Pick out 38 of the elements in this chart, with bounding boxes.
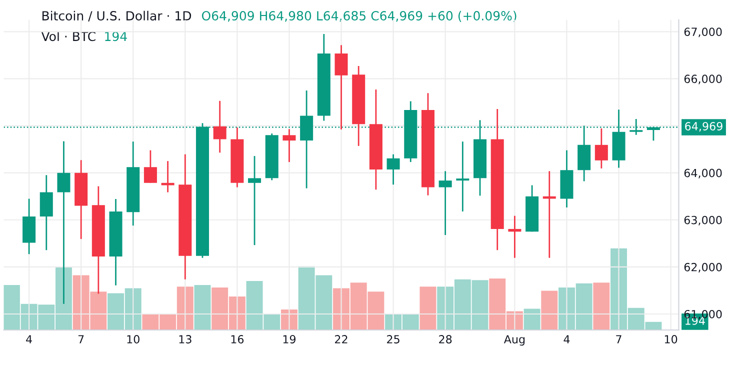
candlestick [248,155,262,246]
bar [593,282,610,330]
x-tick-label: 28 [439,335,452,344]
x-tick-label: 7 [616,335,622,344]
bar [541,290,558,330]
x-tick-label: 19 [283,335,296,344]
x-tick-label: 4 [26,335,32,344]
bar [420,286,436,330]
y-tick-label: 64,000 [684,168,722,178]
candlestick [438,170,452,236]
x-tick-label: 4 [564,335,570,344]
x-tick-label: 7 [78,335,84,344]
x-tick-label: 25 [387,335,400,344]
x-tick-label: 10 [664,335,678,344]
y-tick-label: 67,000 [684,28,722,38]
candlestick [456,140,470,212]
x-tick-label: 16 [231,335,244,344]
bar [194,285,211,330]
chart-title: Bitcoin / U.S. Dollar · 1D [42,10,192,22]
x-tick-label: 10 [127,335,140,344]
y-tick-label: 62,000 [684,262,722,272]
y-tick-label: 66,000 [684,74,722,84]
x-tick-label: 22 [334,335,348,344]
chart-title: Vol · BTC [41,31,96,42]
annotation: 194 [105,32,127,42]
candlestick [144,150,157,184]
candlestick [386,154,400,186]
x-tick-label: Aug [504,335,525,346]
candlestick [213,100,226,154]
bar [524,308,540,330]
candlestick [334,44,348,130]
ref-line-label: 64,969 [685,122,722,132]
x-tick-label: 13 [179,335,192,344]
y-tick-label: 63,000 [684,216,722,226]
annotation: O64,909 H64,980 L64,685 C64,969 +60 (+0.09%) [202,10,516,22]
candlestick [508,215,522,259]
candlestick [282,128,296,163]
candlestick [594,128,608,170]
